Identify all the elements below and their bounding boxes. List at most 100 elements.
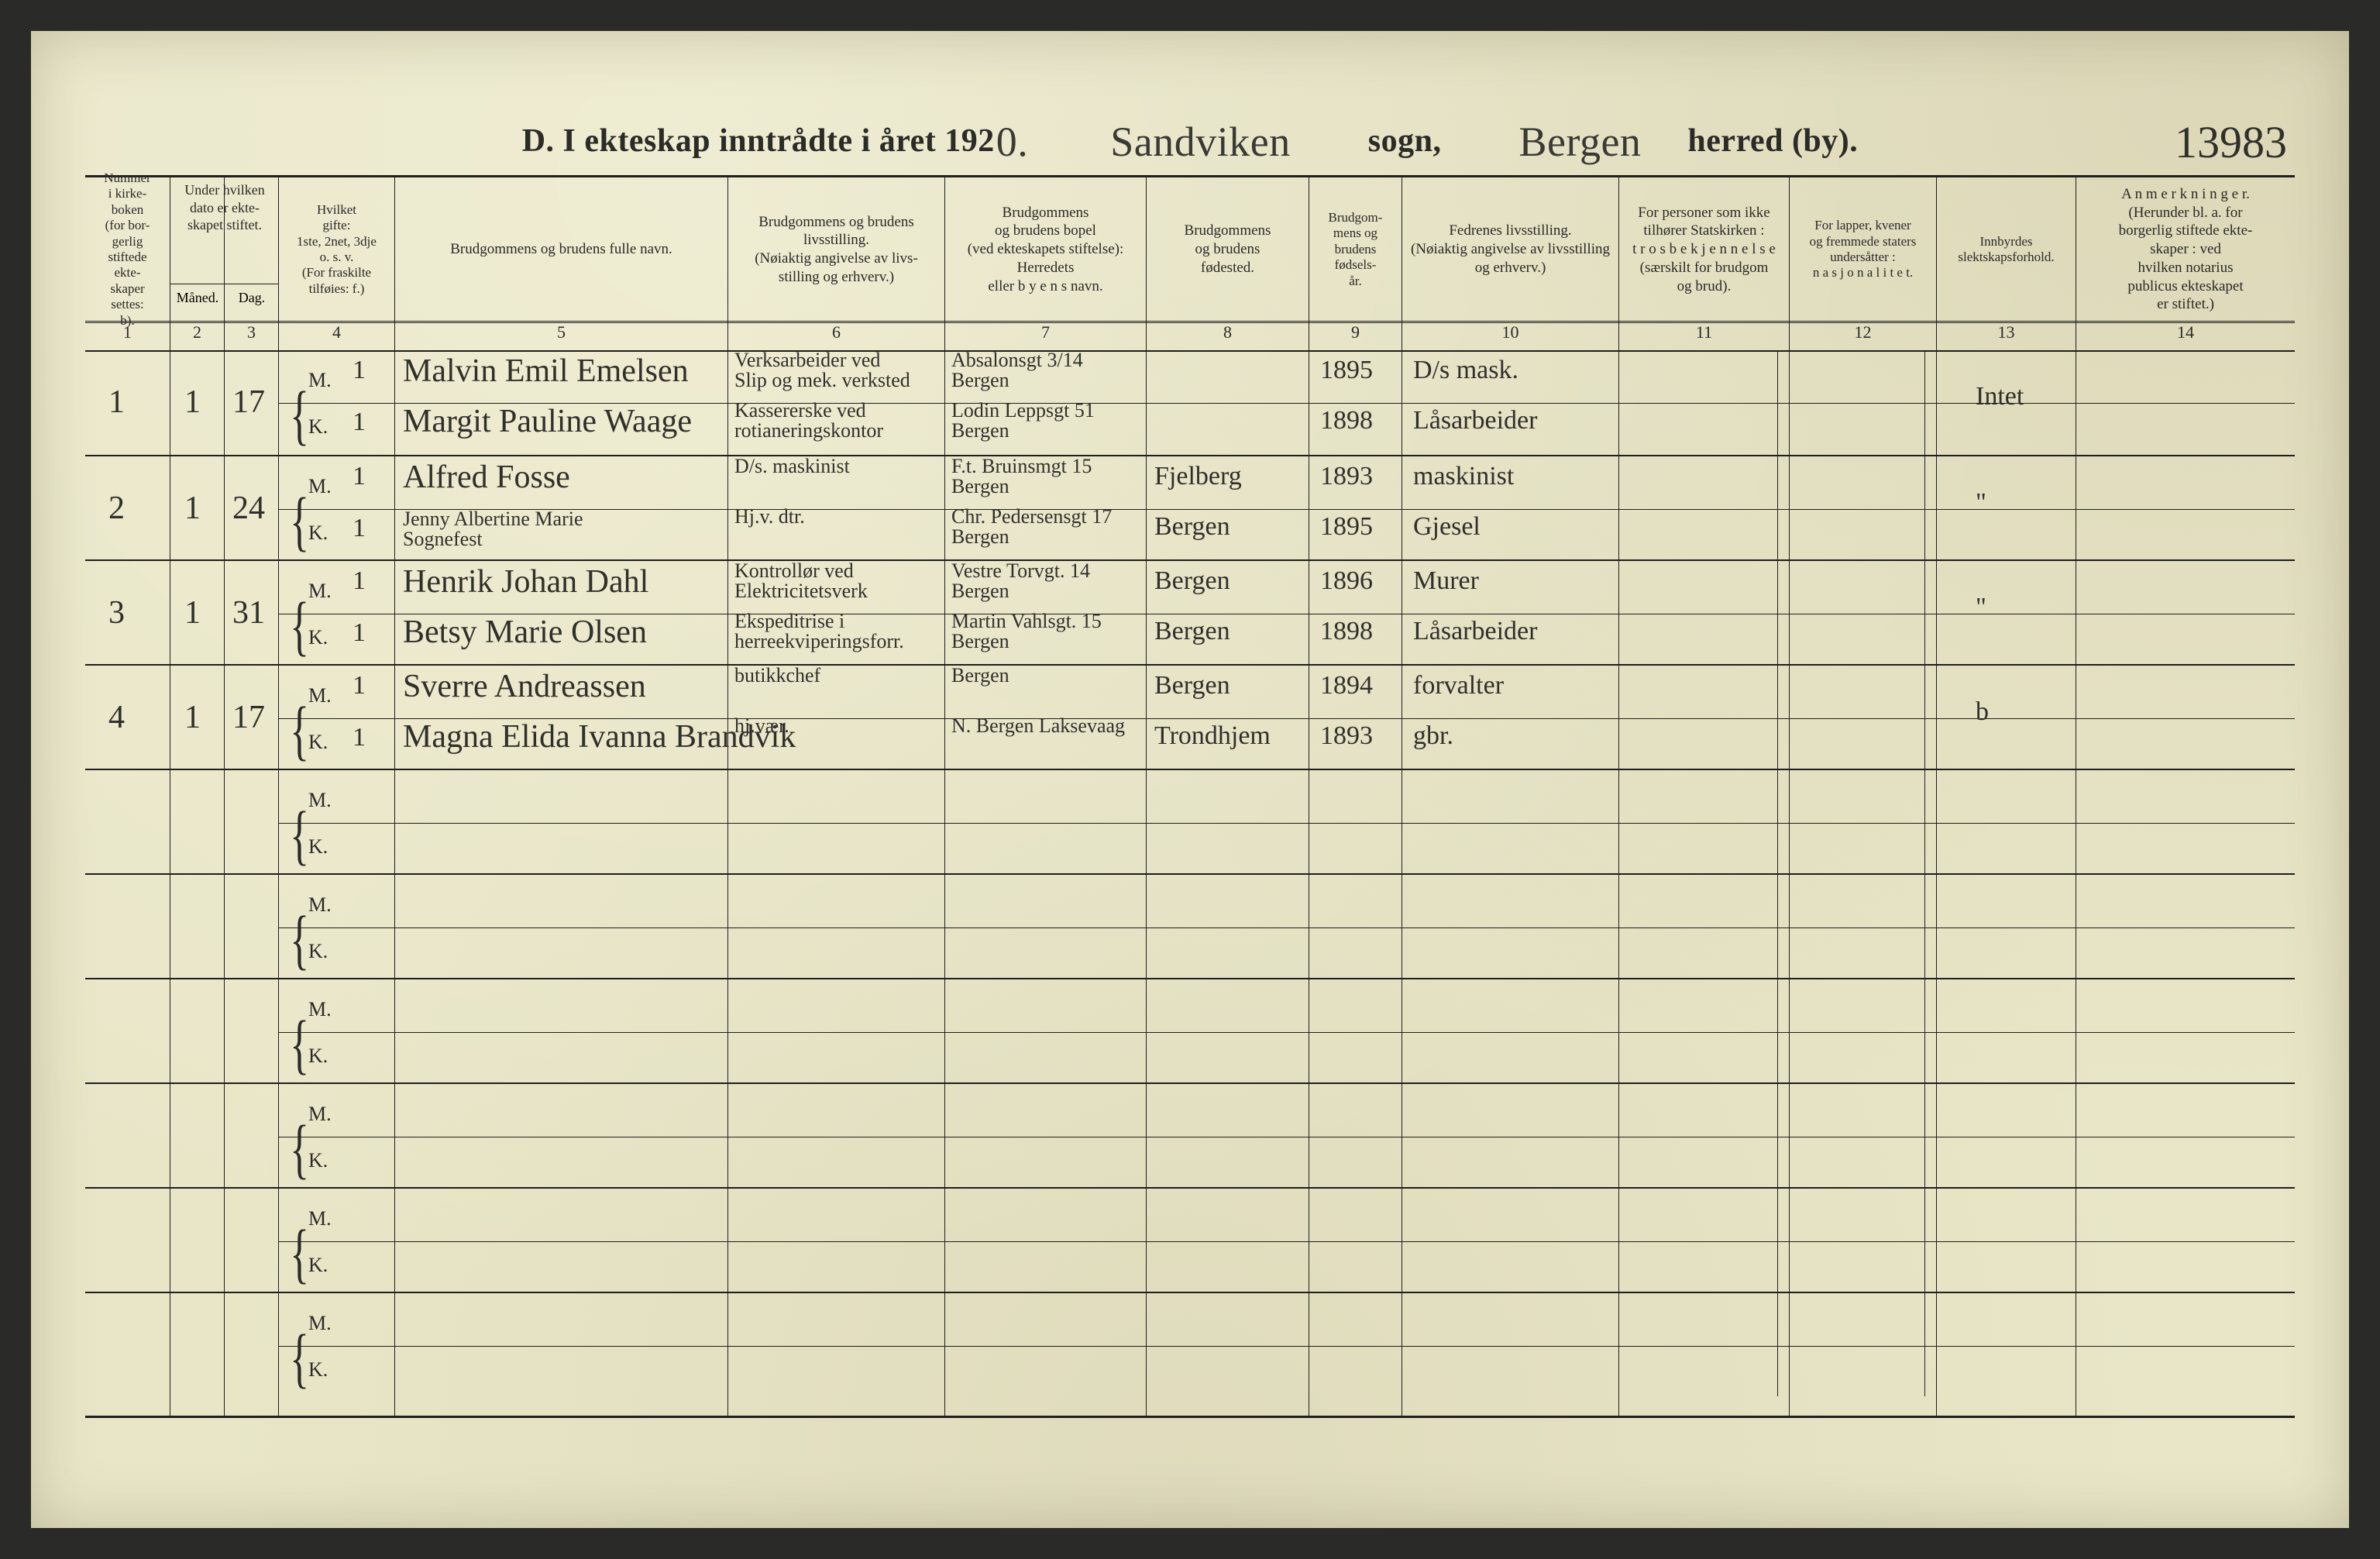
column-number: 7 (945, 322, 1146, 349)
navn-k: Margit Pauline Waage (403, 403, 725, 440)
bopel-k: Lodin Leppsgt 51 Bergen (951, 401, 1144, 441)
column-header: Nummer i kirke- boken (for bor- gerlig s… (85, 176, 170, 320)
fodested-k: Bergen (1154, 512, 1306, 542)
gifte-m: 1 (353, 356, 366, 385)
date-sub-maaned: Måned. (170, 290, 225, 306)
brace-icon: { (290, 1341, 309, 1375)
rule (1777, 875, 1778, 978)
rule (1777, 1189, 1778, 1292)
month: 1 (184, 594, 201, 632)
entry-number: 3 (108, 594, 125, 632)
brace-icon: { (290, 504, 309, 538)
day: 31 (232, 594, 265, 632)
brace-icon: { (290, 714, 309, 747)
herred-handwritten: Bergen (1495, 118, 1664, 166)
column-header: Brudgom- mens og brudens fødsels- år. (1309, 176, 1402, 320)
column-number: 11 (1619, 322, 1789, 349)
rule (1777, 1084, 1778, 1187)
m-label: M. (308, 893, 332, 917)
table-row: {M.K. (85, 1292, 2295, 1396)
column-number: 5 (395, 322, 727, 349)
bopel-m: Bergen (951, 666, 1144, 686)
navn-m: Henrik Johan Dahl (403, 563, 725, 601)
day: 17 (232, 699, 265, 736)
brace-icon: { (290, 1027, 309, 1061)
column-number: 1 (85, 322, 170, 349)
stilling-k: hj.vær. (734, 716, 942, 736)
gifte-k: 1 (353, 723, 366, 752)
m-label: M. (308, 1207, 332, 1230)
far-m: maskinist (1413, 462, 1616, 491)
slektskap: " (1976, 593, 1986, 622)
slektskap: Intet (1976, 382, 2024, 411)
navn-k: Magna Elida Ivanna Brandvik (403, 718, 725, 755)
column-number: 10 (1402, 322, 1618, 349)
rule (1777, 666, 1778, 769)
m-label: M. (308, 369, 332, 392)
table-row: {M.K.313111Henrik Johan DahlBetsy Marie … (85, 559, 2295, 664)
aar-k: 1893 (1320, 721, 1373, 751)
m-label: M. (308, 684, 332, 707)
k-label: K. (308, 1149, 328, 1172)
column-number: 2 (170, 322, 224, 349)
gifte-m: 1 (353, 566, 366, 596)
column-number: 8 (1147, 322, 1309, 349)
far-k: Låsarbeider (1413, 406, 1616, 435)
column-header: A n m e r k n i n g e r. (Herunder bl. a… (2076, 176, 2295, 320)
navn-k: Betsy Marie Olsen (403, 614, 725, 651)
aar-k: 1898 (1320, 617, 1373, 646)
rule (1924, 1084, 1925, 1187)
column-number: 13 (1937, 322, 2076, 349)
ledger-table: Nummer i kirke- boken (for bor- gerlig s… (85, 175, 2295, 1443)
title-year: 0. (995, 118, 1034, 166)
fodested-k: Trondhjem (1154, 721, 1306, 751)
column-number: 9 (1309, 322, 1402, 349)
column-number: 12 (1790, 322, 1936, 349)
brace-icon: { (290, 398, 309, 432)
table-row: {M.K. (85, 1187, 2295, 1292)
rule (279, 1032, 2295, 1033)
page-number-handwritten: 13983 (2175, 116, 2287, 168)
stilling-m: D/s. maskinist (734, 456, 942, 477)
stilling-m: Kontrollør ved Elektricitetsverk (734, 561, 942, 601)
rule (1924, 979, 1925, 1082)
far-m: forvalter (1413, 671, 1616, 700)
herred-print: herred (by). (1687, 122, 1858, 160)
title-line: D. I ekteskap inntrådte i året 192 0. Sa… (31, 113, 2349, 167)
k-label: K. (308, 626, 328, 649)
page: D. I ekteskap inntrådte i året 192 0. Sa… (0, 0, 2380, 1559)
day: 24 (232, 490, 265, 527)
table-row: {M.K.111711Malvin Emil EmelsenMargit Pau… (85, 350, 2295, 455)
table-row: {M.K. (85, 1082, 2295, 1187)
brace-icon: { (290, 818, 309, 852)
rule (1777, 1293, 1778, 1396)
column-header: For lapper, kvener og fremmede staters u… (1790, 176, 1936, 320)
column-number: 6 (728, 322, 944, 349)
aar-k: 1898 (1320, 406, 1373, 435)
m-label: M. (308, 1103, 332, 1126)
rule (1777, 456, 1778, 559)
rule (1924, 561, 1925, 664)
rule (279, 823, 2295, 824)
rule (279, 1241, 2295, 1242)
gifte-k: 1 (353, 514, 366, 543)
navn-m: Malvin Emil Emelsen (403, 353, 725, 390)
rule (1924, 666, 1925, 769)
fodested-m: Fjelberg (1154, 462, 1306, 491)
k-label: K. (308, 835, 328, 859)
title-prefix: D. I ekteskap inntrådte i året 192 (522, 122, 995, 160)
fodested-m: Bergen (1154, 566, 1306, 596)
gifte-k: 1 (353, 618, 366, 648)
column-header: Brudgommens og brudens fulle navn. (395, 176, 727, 320)
gifte-m: 1 (353, 462, 366, 491)
fodested-k: Bergen (1154, 617, 1306, 646)
far-k: Låsarbeider (1413, 617, 1616, 646)
aar-m: 1893 (1320, 462, 1373, 491)
far-k: gbr. (1413, 721, 1616, 751)
month: 1 (184, 699, 201, 736)
rule (1924, 456, 1925, 559)
brace-icon: { (290, 923, 309, 956)
k-label: K. (308, 731, 328, 754)
far-m: Murer (1413, 566, 1616, 596)
entry-number: 4 (108, 699, 125, 736)
